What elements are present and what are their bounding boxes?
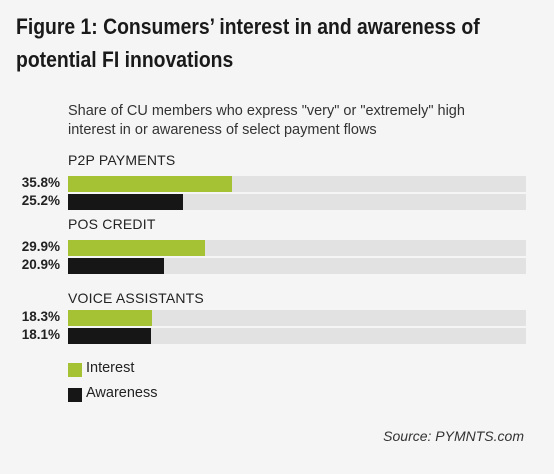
awareness-bar — [68, 194, 184, 210]
chart-subtitle: Share of CU members who express "very" o… — [68, 102, 538, 140]
awareness-bar — [68, 328, 151, 344]
interest-bar — [68, 176, 232, 192]
figure-title: Figure 1: Consumers’ interest in and awa… — [16, 10, 480, 76]
category-label: VOICE ASSISTANTS — [68, 290, 204, 306]
data-label: 18.1% — [21, 327, 60, 342]
bar-track — [68, 176, 526, 192]
legend-swatch-awareness — [68, 388, 82, 402]
bar-track — [68, 240, 526, 256]
chart-subtitle-line-1: Share of CU members who express "very" o… — [68, 103, 465, 119]
legend-label-interest: Interest — [86, 360, 135, 376]
data-label: 25.2% — [21, 193, 60, 208]
figure-title-line-1: Figure 1: Consumers’ interest in and awa… — [16, 14, 480, 39]
interest-bar — [68, 240, 205, 256]
data-label: 35.8% — [21, 175, 60, 190]
bar-track — [68, 328, 526, 344]
bar-track — [68, 310, 526, 326]
bar-track — [68, 194, 526, 210]
legend-swatch-interest — [68, 363, 82, 377]
source-note: Source: PYMNTS.com — [383, 428, 524, 444]
category-label: P2P PAYMENTS — [68, 152, 176, 168]
category-label: POS CREDIT — [68, 216, 156, 232]
interest-bar — [68, 310, 152, 326]
awareness-bar — [68, 258, 164, 274]
data-label: 18.3% — [21, 309, 60, 324]
data-label: 29.9% — [21, 239, 60, 254]
legend-label-awareness: Awareness — [86, 385, 158, 401]
chart-subtitle-line-2: interest in or awareness of select payme… — [68, 122, 377, 138]
figure-title-line-2: potential FI innovations — [16, 47, 234, 72]
bar-track — [68, 258, 526, 274]
data-label: 20.9% — [21, 257, 60, 272]
